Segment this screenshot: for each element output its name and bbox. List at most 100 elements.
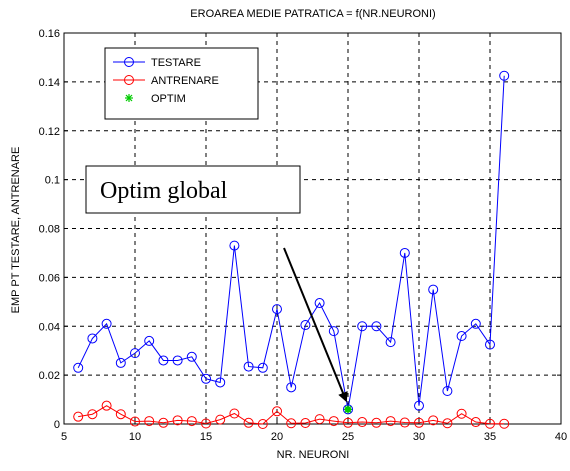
y-tick-label: 0.12 bbox=[39, 126, 60, 138]
point-antrenare bbox=[272, 406, 282, 417]
point-antrenare bbox=[414, 417, 424, 428]
legend-box bbox=[104, 47, 259, 120]
point-testare bbox=[343, 404, 353, 415]
point-testare bbox=[414, 400, 424, 411]
series-line-antrenare bbox=[78, 405, 505, 425]
annotation-text: Optim global bbox=[100, 178, 228, 204]
point-antrenare bbox=[300, 418, 311, 429]
point-antrenare bbox=[399, 417, 410, 428]
legend-label-antrenare: ANTRENARE bbox=[151, 75, 219, 87]
x-tick-label: 25 bbox=[342, 431, 354, 443]
point-testare bbox=[428, 284, 439, 295]
point-antrenare bbox=[499, 418, 510, 429]
point-antrenare bbox=[73, 411, 84, 422]
point-testare bbox=[201, 373, 211, 384]
chart-title: EROAREA MEDIE PATRATICA = f(NR.NEURONI) bbox=[190, 8, 435, 20]
y-tick-label: 0.1 bbox=[45, 175, 60, 187]
point-testare bbox=[385, 337, 396, 348]
point-testare bbox=[371, 321, 382, 332]
point-antrenare bbox=[442, 418, 453, 429]
point-antrenare bbox=[314, 414, 325, 425]
point-testare bbox=[144, 335, 155, 346]
legend-label-testare: TESTARE bbox=[151, 57, 201, 69]
point-antrenare bbox=[158, 417, 169, 428]
point-testare bbox=[172, 355, 183, 366]
point-testare bbox=[229, 240, 240, 251]
x-tick-label: 35 bbox=[484, 431, 496, 443]
y-axis-label: EMP PT TESTARE, ANTRENARE bbox=[10, 147, 22, 314]
point-optim-ray bbox=[344, 405, 352, 413]
x-tick-label: 30 bbox=[413, 431, 425, 443]
x-tick-label: 20 bbox=[271, 431, 283, 443]
point-testare bbox=[130, 348, 140, 359]
y-tick-label: 0 bbox=[54, 419, 60, 431]
point-antrenare bbox=[101, 400, 112, 411]
point-antrenare bbox=[115, 409, 126, 420]
y-tick-label: 0.02 bbox=[39, 370, 60, 382]
point-antrenare bbox=[229, 408, 240, 419]
point-testare bbox=[186, 351, 197, 362]
annotation-optim-global: Optim global bbox=[85, 165, 348, 403]
point-antrenare bbox=[243, 417, 254, 428]
legend-marker-optim bbox=[125, 94, 133, 102]
point-testare bbox=[357, 321, 368, 332]
point-antrenare bbox=[87, 409, 98, 420]
point-testare bbox=[286, 382, 297, 393]
x-tick-label: 15 bbox=[200, 431, 212, 443]
y-tick-label: 0.04 bbox=[39, 321, 60, 333]
x-tick-label: 5 bbox=[61, 431, 67, 443]
point-antrenare bbox=[456, 408, 467, 419]
legend-marker-antrenare bbox=[124, 75, 134, 85]
point-testare bbox=[485, 339, 495, 350]
point-antrenare bbox=[328, 416, 339, 427]
y-tick-label: 0.06 bbox=[39, 272, 60, 284]
point-testare bbox=[499, 70, 510, 81]
point-antrenare bbox=[201, 418, 211, 429]
series-line-testare bbox=[77, 75, 505, 410]
grid bbox=[64, 33, 561, 424]
point-antrenare bbox=[130, 416, 140, 427]
point-optim bbox=[344, 405, 352, 414]
point-antrenare bbox=[215, 414, 226, 425]
point-testare bbox=[215, 377, 226, 388]
point-testare bbox=[73, 362, 84, 373]
point-testare bbox=[257, 362, 268, 373]
point-antrenare bbox=[286, 418, 297, 429]
legend-label-optim: OPTIM bbox=[151, 93, 186, 105]
point-antrenare bbox=[385, 416, 396, 427]
point-antrenare bbox=[257, 419, 268, 429]
point-testare bbox=[115, 357, 126, 368]
y-tick-label: 0.14 bbox=[39, 77, 60, 89]
point-antrenare bbox=[470, 417, 481, 428]
point-antrenare bbox=[485, 418, 495, 429]
point-testare bbox=[87, 333, 98, 344]
point-antrenare bbox=[343, 417, 353, 428]
point-antrenare bbox=[144, 416, 155, 427]
plot-frame bbox=[63, 32, 562, 425]
x-tick-label: 40 bbox=[555, 431, 567, 443]
point-antrenare bbox=[428, 415, 439, 426]
y-tick-label: 0.16 bbox=[39, 28, 60, 40]
point-testare bbox=[314, 298, 325, 309]
legend: TESTARE ANTRENARE OPTIM bbox=[104, 47, 259, 120]
point-antrenare bbox=[172, 415, 183, 426]
x-axis-label: NR. NEURONI bbox=[277, 449, 350, 461]
annotation-box bbox=[85, 165, 301, 214]
y-tick-label: 0.08 bbox=[39, 224, 60, 236]
point-testare bbox=[158, 355, 169, 366]
ticks: 5 10 15 20 25 30 35 40 0 0.02 0.04 0.06 0.08 0.1 0.12 0… bbox=[39, 28, 568, 443]
annotation-arrow bbox=[283, 247, 348, 403]
series bbox=[73, 70, 510, 429]
point-antrenare bbox=[357, 417, 368, 428]
point-testare bbox=[272, 304, 282, 315]
x-tick-label: 10 bbox=[129, 431, 141, 443]
point-testare bbox=[300, 320, 311, 331]
legend-marker-testare bbox=[124, 57, 134, 67]
point-antrenare bbox=[186, 416, 197, 427]
point-testare bbox=[442, 386, 453, 397]
point-testare bbox=[399, 247, 410, 258]
point-testare bbox=[101, 318, 112, 329]
point-testare bbox=[456, 331, 467, 342]
